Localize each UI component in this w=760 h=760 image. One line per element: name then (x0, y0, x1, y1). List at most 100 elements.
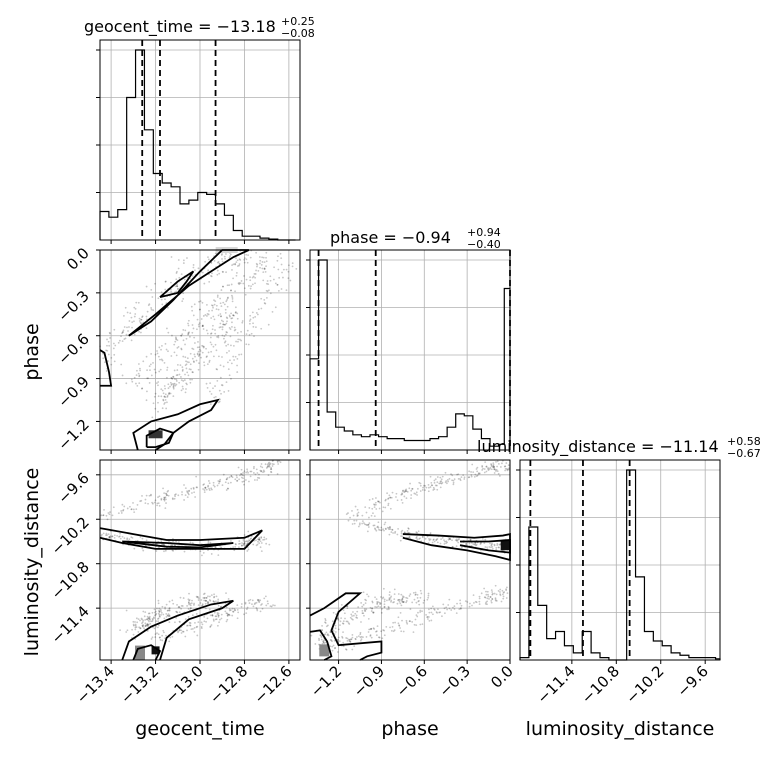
sample-point (484, 602, 487, 605)
sample-point (255, 312, 258, 314)
sample-point (123, 338, 126, 341)
sample-point (367, 631, 370, 633)
sample-point (158, 504, 161, 507)
sample-point (258, 538, 260, 541)
sample-point (401, 493, 404, 496)
sample-point (141, 387, 144, 390)
sample-point (106, 338, 108, 341)
sample-point (417, 600, 420, 603)
sample-point (413, 623, 416, 626)
sample-point (227, 368, 230, 371)
sample-point (119, 537, 122, 540)
sample-point (266, 463, 269, 466)
sample-point (120, 363, 123, 366)
sample-point (295, 268, 298, 270)
sample-point (261, 256, 264, 259)
sample-point (203, 364, 206, 367)
sample-point (395, 496, 397, 498)
sample-point (240, 606, 243, 608)
sample-point (186, 490, 188, 493)
sample-point (356, 515, 359, 517)
sample-point (166, 366, 169, 369)
sample-point (196, 596, 199, 599)
sample-point (485, 593, 488, 596)
sample-point (228, 350, 230, 352)
sample-point (193, 353, 196, 356)
sample-point (237, 340, 239, 343)
sample-point (147, 625, 149, 628)
sample-point (156, 502, 159, 505)
sample-point (377, 601, 380, 604)
sample-point (173, 351, 176, 354)
sample-point (215, 304, 218, 307)
sample-point (414, 594, 417, 596)
sample-point (229, 481, 232, 484)
sample-point (227, 361, 229, 364)
title-luminosity-distance-plus: +0.58 (727, 435, 760, 448)
sample-point (412, 591, 415, 594)
sample-point (415, 531, 418, 534)
sample-point (218, 480, 221, 483)
contour-level-1 (132, 398, 220, 451)
density-core (135, 645, 145, 660)
sample-point (493, 592, 496, 595)
sample-point (172, 498, 174, 501)
sample-point (397, 599, 399, 601)
sample-point (231, 300, 234, 303)
sample-point (334, 627, 337, 630)
sample-point (126, 538, 129, 541)
sample-point (163, 496, 166, 499)
sample-point (137, 631, 140, 633)
sample-point (131, 321, 134, 324)
sample-point (232, 314, 235, 317)
sample-point (379, 602, 382, 605)
sample-point (213, 299, 215, 302)
sample-point (235, 272, 238, 274)
sample-point (446, 541, 449, 544)
sample-point (140, 499, 143, 502)
sample-point (349, 516, 351, 519)
sample-point (145, 399, 148, 402)
sample-point (219, 313, 222, 315)
sample-point (157, 297, 160, 300)
sample-point (380, 526, 383, 529)
sample-point (415, 601, 418, 604)
sample-point (484, 461, 487, 463)
sample-point (191, 357, 194, 360)
sample-point (211, 614, 214, 616)
sample-point (219, 302, 222, 305)
sample-point (261, 603, 263, 605)
sample-point (225, 489, 228, 491)
sample-point (363, 614, 365, 617)
sample-point (175, 338, 178, 341)
sample-point (205, 356, 208, 358)
sample-point (397, 622, 400, 625)
sample-point (217, 612, 220, 615)
sample-point (192, 371, 194, 374)
sample-point (178, 541, 180, 543)
sample-point (176, 611, 179, 614)
sample-point (383, 606, 386, 609)
sample-point (111, 535, 114, 538)
sample-point (269, 462, 272, 465)
sample-point (496, 470, 499, 473)
sample-point (397, 527, 400, 530)
sample-point (165, 492, 167, 495)
sample-point (146, 377, 149, 380)
sample-point (371, 600, 374, 603)
sample-point (175, 272, 178, 274)
y-tick-label: −10.2 (48, 513, 93, 558)
sample-point (225, 331, 228, 333)
sample-point (377, 521, 380, 524)
sample-point (505, 586, 508, 589)
sample-point (401, 598, 404, 601)
sample-point (255, 544, 258, 547)
sample-point (273, 266, 275, 269)
sample-point (419, 490, 422, 492)
sample-point (495, 470, 497, 472)
sample-point (320, 635, 323, 637)
sample-point (238, 540, 241, 542)
sample-point (258, 538, 261, 541)
sample-point (473, 543, 476, 546)
sample-point (436, 541, 439, 544)
